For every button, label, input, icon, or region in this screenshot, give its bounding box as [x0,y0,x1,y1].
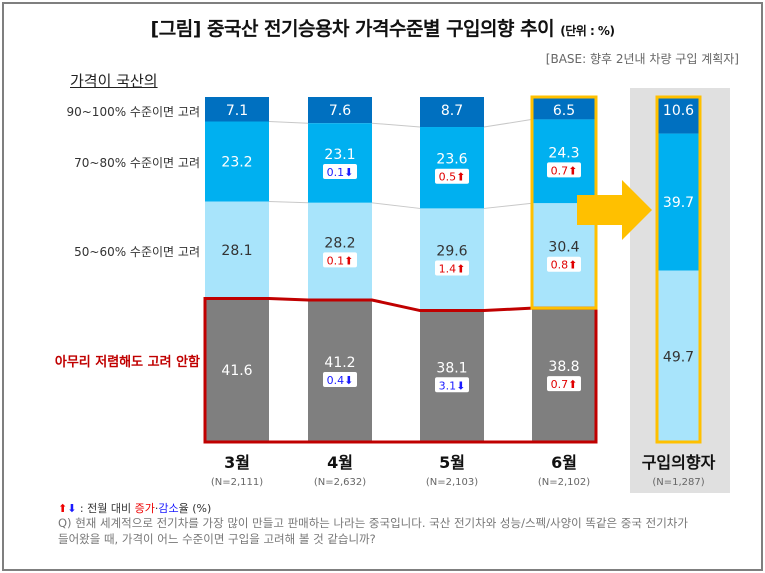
bar-segment-seg90 [532,97,596,120]
legend: ⬆⬇ : 전월 대비 증가·감소율 (%) [58,500,211,516]
legend-text-end: 율 (%) [178,502,212,515]
bar-segment-seg70 [205,121,269,202]
respondent-highlight-box [655,95,702,444]
data-label: 24.3 [548,145,579,161]
bar-segment-never [308,300,372,442]
bar-segment-seg50 [205,201,269,299]
data-label: 10.6 [663,103,694,119]
data-label: 38.8 [548,359,579,375]
category-label: 6월 [551,453,577,472]
data-label: 23.1 [324,147,355,163]
bar-segment-seg50 [657,270,700,442]
data-label: 30.4 [548,240,579,256]
change-value: 0.8⬆ [551,259,578,272]
sample-size-label: (N=2,632) [314,477,366,488]
unit-label: (단위 : %) [560,24,615,38]
change-value: 0.1⬇ [327,166,354,179]
data-label: 23.6 [436,152,467,168]
category-label: 4월 [327,453,353,472]
bar-segment-seg90 [420,97,484,128]
data-label: 7.6 [329,103,351,119]
row-label-heading: 가격이 국산의 [70,72,158,90]
sample-size-label: (N=2,111) [211,477,263,488]
legend-increase: 증가 [134,502,155,515]
sample-size-label: (N=2,103) [426,477,478,488]
bar-segment-seg70 [308,123,372,203]
bar-segment-seg70 [532,119,596,204]
bar-segment-never [420,310,484,442]
change-value: 0.7⬆ [551,164,578,177]
sample-size-label: (N=1,287) [652,477,704,488]
data-label: 41.6 [221,363,252,379]
base-note: [BASE: 향후 2년내 차량 구입 계획자] [545,52,739,66]
row-label-90: 90~100% 수준이면 고려 [66,105,200,119]
data-label: 41.2 [324,355,355,371]
data-label: 28.1 [221,243,252,259]
legend-decrease: 감소 [158,502,179,515]
title-text: [그림] 중국산 전기승용차 가격수준별 구입의향 추이 [150,18,555,40]
bar-segment-seg90 [308,97,372,124]
change-badge [547,162,581,178]
data-label: 8.7 [441,103,463,119]
change-badge [547,256,581,272]
data-label: 38.1 [436,360,467,376]
data-label: 7.1 [226,103,248,119]
connector-line [483,118,533,128]
data-label: 29.6 [436,243,467,259]
bar-segment-seg70 [657,133,700,271]
change-value: 3.1⬇ [439,379,466,392]
change-value: 1.4⬆ [439,262,466,275]
arrow-legend-icon: ⬆ [58,502,68,515]
change-badge [435,377,469,393]
bar-segment-seg50 [420,208,484,311]
arrow-right-icon [577,180,652,240]
change-badge [323,164,357,180]
never-consider-outline [203,296,598,444]
data-label: 6.5 [553,103,575,119]
category-label: 5월 [439,453,465,472]
connector-line [268,120,309,124]
change-value: 0.1⬆ [327,254,354,267]
category-label: 구입의향자 [642,453,716,472]
connector-line [483,202,533,209]
legend-text: : 전월 대비 [76,502,135,515]
change-value: 0.5⬆ [439,171,466,184]
connector-line [268,201,309,204]
chart-title: [그림] 중국산 전기승용차 가격수준별 구입의향 추이 (단위 : %) [0,14,765,41]
bar-segment-seg70 [420,127,484,209]
change-value: 0.7⬆ [551,378,578,391]
change-badge [435,260,469,276]
legend-dot: · [154,502,159,515]
survey-question: Q) 현재 세계적으로 전기차를 가장 많이 만들고 판매하는 나라는 중국입니… [58,516,688,546]
data-label: 23.2 [221,155,252,171]
bar-segment-seg90 [205,97,269,122]
data-label: 49.7 [663,349,694,365]
change-badge [547,376,581,392]
connector-line [371,122,421,128]
sample-size-label: (N=2,102) [538,477,590,488]
row-label-50: 50~60% 수준이면 고려 [74,245,200,259]
change-badge [323,252,357,268]
change-badge [435,168,469,184]
category-label: 3월 [224,453,250,472]
change-badge [323,372,357,388]
row-label-never: 아무리 저렴해도 고려 안함 [54,355,200,370]
bar-segment-seg50 [308,202,372,301]
bar-segment-never [532,308,596,442]
row-label-70: 70~80% 수준이면 고려 [74,156,200,170]
data-label: 28.2 [324,235,355,251]
bar-segment-never [205,298,269,442]
data-label: 39.7 [663,195,694,211]
bar-segment-seg90 [657,97,700,134]
change-value: 0.4⬇ [327,374,354,387]
arrow-legend-icon-down: ⬇ [67,502,77,515]
connector-line [371,202,421,209]
